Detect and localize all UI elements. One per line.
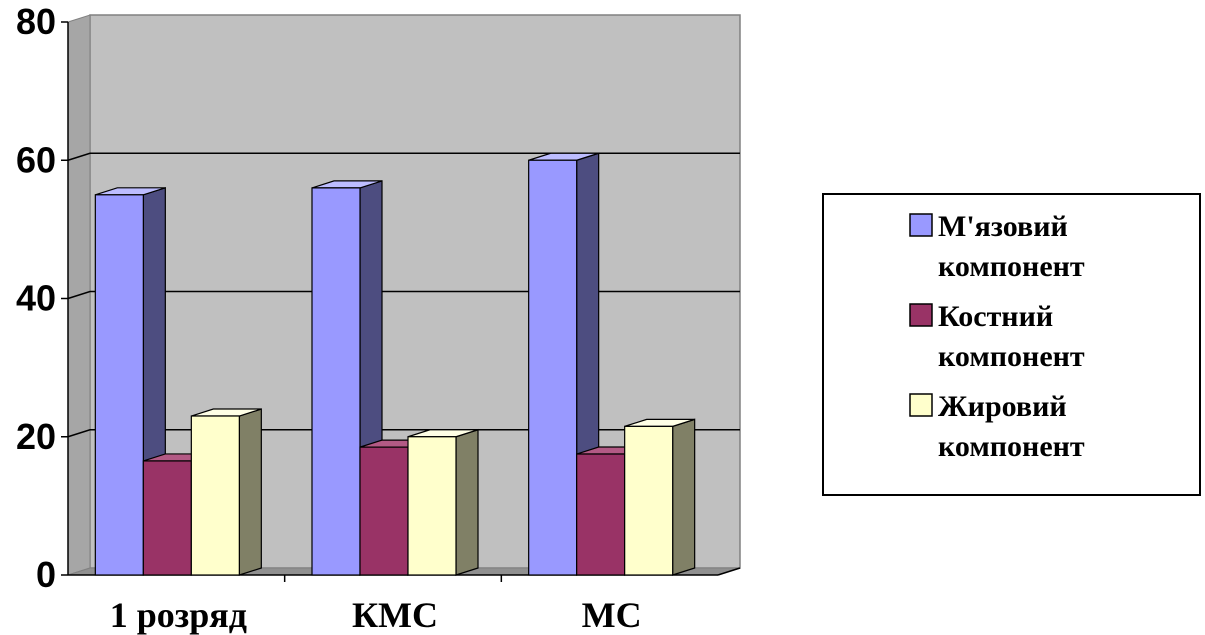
legend-item: М'язовий компонент xyxy=(909,210,1085,283)
bar xyxy=(624,418,696,576)
legend-item: Костний компонент xyxy=(909,300,1085,373)
bar xyxy=(528,152,600,576)
bars xyxy=(94,152,696,576)
bar-side xyxy=(238,408,262,576)
legend-item: Жировий компонент xyxy=(909,390,1085,463)
gridline xyxy=(67,429,740,438)
bar-side xyxy=(455,428,479,576)
legend-swatch xyxy=(909,213,933,237)
bar-front xyxy=(576,453,626,576)
legend-label: Жировий xyxy=(938,390,1067,423)
y-tick-label: 0 xyxy=(36,554,56,595)
bar xyxy=(190,408,262,576)
legend-label: М'язовий xyxy=(938,210,1068,243)
gridline xyxy=(67,290,740,300)
x-axis-depth xyxy=(717,567,741,576)
legend-label-line2: компонент xyxy=(938,430,1085,463)
bar-front xyxy=(142,460,192,576)
bar-front xyxy=(407,436,457,576)
x-category-label: КМС xyxy=(352,595,438,635)
y-tick-labels: 0 20 40 60 80 xyxy=(16,1,56,595)
legend: М'язовийкомпонентКостнийкомпонентЖировий… xyxy=(822,193,1201,496)
category-labels: 1 розряд КМС МС xyxy=(110,595,642,635)
y-tick-label: 60 xyxy=(16,139,56,180)
legend-label-line2: компонент xyxy=(938,250,1085,283)
legend-label: Костний xyxy=(938,300,1053,333)
bar-front xyxy=(624,425,674,576)
bar-front xyxy=(359,446,409,576)
legend-box xyxy=(822,193,1201,496)
bar xyxy=(407,428,479,576)
gridline xyxy=(67,152,740,161)
x-category-label: 1 розряд xyxy=(110,595,247,635)
bar-front xyxy=(528,159,578,576)
bar-front xyxy=(190,415,240,576)
legend-swatch xyxy=(909,393,933,417)
bar xyxy=(94,186,166,576)
gridlines xyxy=(67,152,740,438)
x-category-label: МС xyxy=(582,595,642,635)
y-tick-label: 20 xyxy=(16,416,56,457)
legend-label-line2: компонент xyxy=(938,340,1085,373)
bar-front xyxy=(94,194,144,576)
bar-side xyxy=(672,418,696,576)
y-tick-label: 40 xyxy=(16,278,56,319)
y-tick-label: 80 xyxy=(16,1,56,42)
legend-swatch xyxy=(909,303,933,327)
bar-front xyxy=(311,187,361,576)
